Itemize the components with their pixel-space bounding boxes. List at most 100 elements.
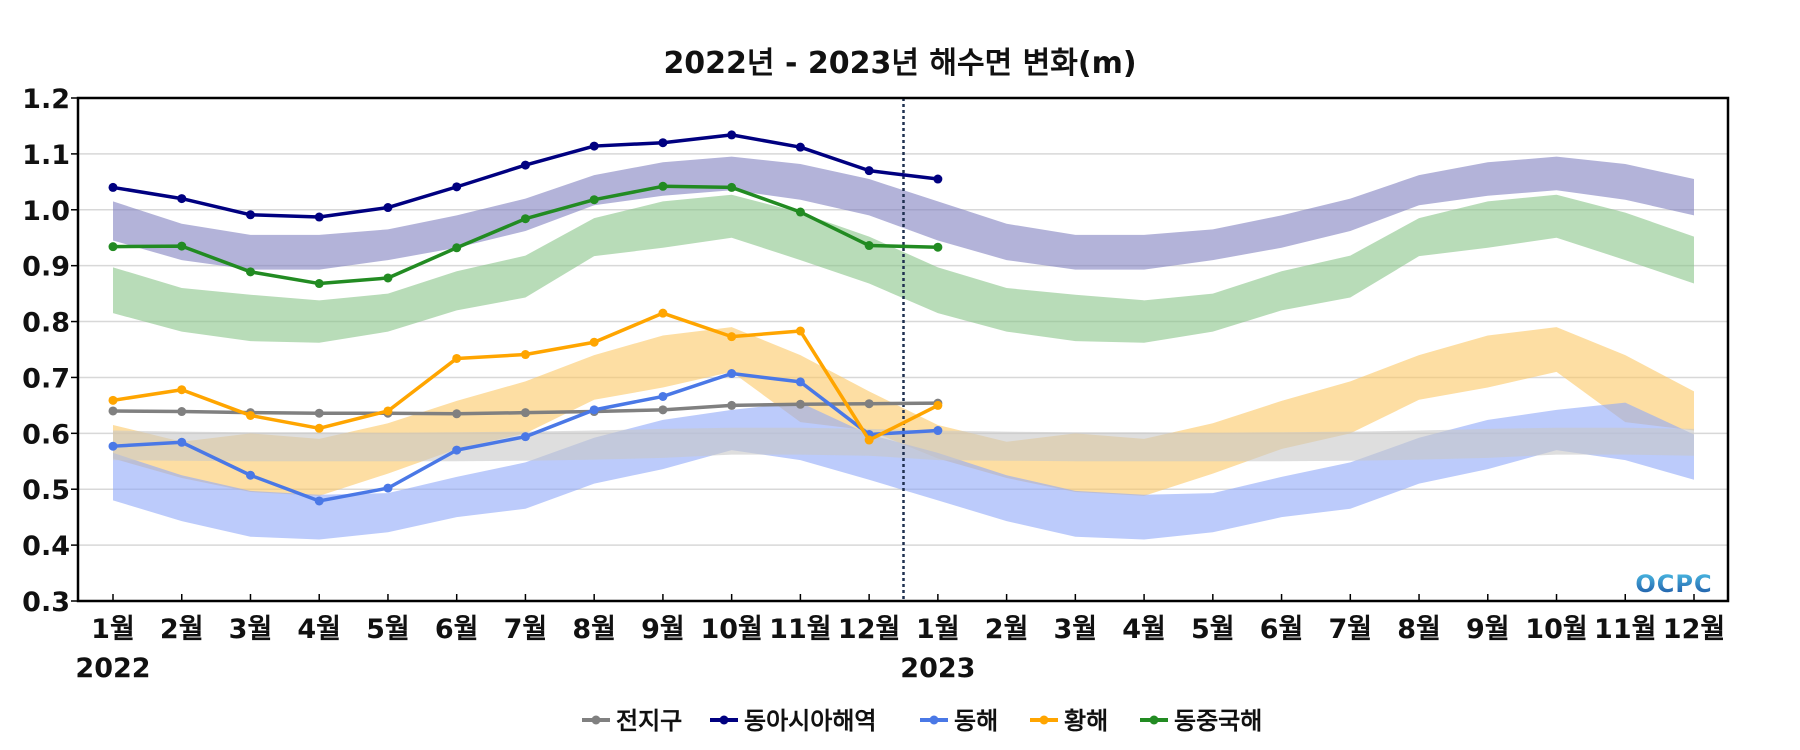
y-tick-label: 0.5 xyxy=(22,475,70,506)
point-동아시아해역 xyxy=(933,174,943,184)
y-tick-label: 1.0 xyxy=(22,196,70,227)
point-황해 xyxy=(520,350,530,360)
point-동아시아해역 xyxy=(727,130,737,140)
x-tick-label: 8월 xyxy=(572,614,616,645)
ocpc-logo-text: OCPC xyxy=(1635,570,1712,598)
point-동중국해 xyxy=(108,242,118,252)
legend-item-동아시아해역[interactable]: 동아시아해역 xyxy=(710,707,876,735)
legend-marker xyxy=(929,715,939,725)
point-황해 xyxy=(383,406,393,416)
point-황해 xyxy=(795,326,805,336)
point-동중국해 xyxy=(727,182,737,192)
x-tick-label: 3월 xyxy=(229,614,273,645)
x-tick-label: 11월 xyxy=(1594,614,1656,645)
x-tick-label: 2월 xyxy=(985,614,1029,645)
legend[interactable]: 전지구 동아시아해역 동해 황해 동중국해 xyxy=(582,707,1262,735)
point-동아시아해역 xyxy=(658,138,668,148)
point-동해 xyxy=(589,405,599,415)
point-황해 xyxy=(933,400,943,410)
x-tick-label: 7월 xyxy=(504,614,548,645)
x-tick-label: 6월 xyxy=(435,614,479,645)
point-전지구 xyxy=(864,399,874,409)
point-황해 xyxy=(177,385,187,395)
point-전지구 xyxy=(658,405,668,415)
year-labels: 2022 2023 xyxy=(75,653,975,684)
x-tick-label: 12월 xyxy=(838,614,900,645)
x-tick-label: 7월 xyxy=(1328,614,1372,645)
ocpc-logo: OCPC xyxy=(1635,570,1712,598)
point-동아시아해역 xyxy=(452,182,462,192)
point-황해 xyxy=(245,410,255,420)
legend-item-동중국해[interactable]: 동중국해 xyxy=(1140,707,1262,735)
plot-frame xyxy=(76,96,1730,603)
legend-marker xyxy=(1039,715,1049,725)
point-동아시아해역 xyxy=(245,210,255,220)
y-tick-label: 1.1 xyxy=(22,140,70,171)
point-전지구 xyxy=(108,406,118,416)
y-axis: 0.3 0.4 0.5 0.6 0.7 0.8 0.9 1.0 1.1 1.2 xyxy=(22,84,78,618)
point-동해 xyxy=(658,391,668,401)
point-동해 xyxy=(795,377,805,387)
point-동아시아해역 xyxy=(314,212,324,222)
x-tick-label: 10월 xyxy=(700,614,762,645)
x-tick-label: 12월 xyxy=(1663,614,1725,645)
point-동아시아해역 xyxy=(383,203,393,213)
point-황해 xyxy=(864,435,874,445)
series-동해 xyxy=(108,369,943,506)
chart-title: 2022년 - 2023년 해수면 변화(m) xyxy=(663,46,1136,81)
legend-marker xyxy=(591,715,601,725)
y-tick-label: 0.3 xyxy=(22,587,70,618)
legend-item-동해[interactable]: 동해 xyxy=(920,707,998,735)
point-동아시아해역 xyxy=(589,141,599,151)
point-동아시아해역 xyxy=(520,160,530,170)
point-황해 xyxy=(727,332,737,342)
year-label: 2023 xyxy=(900,653,975,684)
legend-label: 전지구 xyxy=(616,707,682,735)
point-동해 xyxy=(383,483,393,493)
point-동해 xyxy=(314,496,324,506)
point-동해 xyxy=(177,437,187,447)
point-전지구 xyxy=(452,409,462,419)
point-동해 xyxy=(727,369,737,379)
legend-item-황해[interactable]: 황해 xyxy=(1030,707,1108,735)
y-tick-label: 0.9 xyxy=(22,252,70,283)
point-동아시아해역 xyxy=(177,194,187,204)
series-동중국해 xyxy=(108,181,943,289)
legend-item-전지구[interactable]: 전지구 xyxy=(582,707,682,735)
point-전지구 xyxy=(520,408,530,418)
point-동중국해 xyxy=(383,273,393,283)
legend-marker xyxy=(719,715,729,725)
point-동아시아해역 xyxy=(108,182,118,192)
year-label: 2022 xyxy=(75,653,150,684)
legend-label: 동해 xyxy=(954,707,998,735)
x-tick-label: 11월 xyxy=(769,614,831,645)
x-tick-label: 4월 xyxy=(1122,614,1166,645)
x-tick-label: 1월 xyxy=(91,614,135,645)
point-동중국해 xyxy=(314,279,324,289)
series-lines xyxy=(108,130,943,506)
point-동해 xyxy=(452,445,462,455)
x-tick-label: 6월 xyxy=(1260,614,1304,645)
point-동해 xyxy=(108,441,118,451)
point-동해 xyxy=(245,470,255,480)
point-동아시아해역 xyxy=(864,166,874,176)
y-tick-label: 0.8 xyxy=(22,308,70,339)
point-동중국해 xyxy=(795,207,805,217)
point-동아시아해역 xyxy=(795,142,805,152)
point-동중국해 xyxy=(589,195,599,205)
band-전지구 xyxy=(113,427,1694,462)
x-tick-label: 1월 xyxy=(916,614,960,645)
point-동중국해 xyxy=(658,181,668,191)
point-전지구 xyxy=(795,399,805,409)
x-tick-label: 9월 xyxy=(641,614,685,645)
x-tick-label: 8월 xyxy=(1397,614,1441,645)
x-tick-label: 5월 xyxy=(1191,614,1235,645)
y-tick-label: 1.2 xyxy=(22,84,70,115)
point-황해 xyxy=(108,395,118,405)
point-전지구 xyxy=(314,408,324,418)
x-tick-label: 5월 xyxy=(366,614,410,645)
point-동해 xyxy=(933,426,943,436)
point-동중국해 xyxy=(933,242,943,252)
legend-marker xyxy=(1149,715,1159,725)
